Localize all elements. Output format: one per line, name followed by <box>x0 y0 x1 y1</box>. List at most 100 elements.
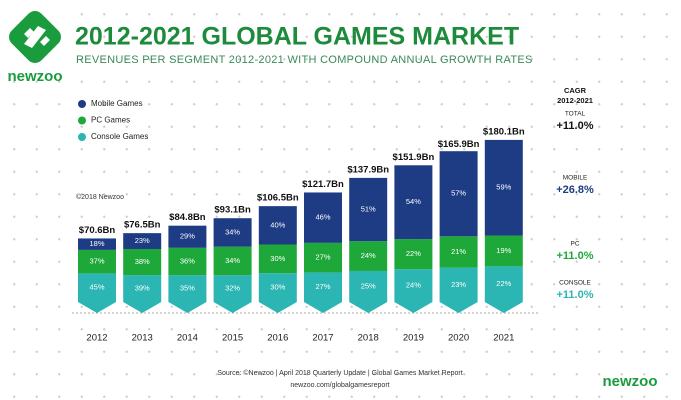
bar-segment <box>439 151 478 237</box>
bar-segment <box>168 247 207 276</box>
segment-label: 19% <box>496 246 511 255</box>
bar-tip <box>258 302 297 313</box>
total-label: $93.1Bn <box>214 205 251 216</box>
total-label: $84.8Bn <box>169 212 206 223</box>
bar-tip <box>123 302 162 313</box>
bar-segment <box>78 238 116 250</box>
total-label: $106.5Bn <box>257 193 299 204</box>
cagr-label: TOTAL <box>565 111 586 118</box>
segment-label: 30% <box>270 254 285 263</box>
segment-label: 18% <box>89 239 104 248</box>
segment-label: 54% <box>406 197 421 206</box>
x-tick-label: 2014 <box>177 333 198 344</box>
copyright: ©2018 Newzoo <box>76 193 124 201</box>
bar-segment <box>394 269 433 302</box>
legend-label: Console Games <box>91 132 148 141</box>
legend-swatch <box>78 116 86 125</box>
segment-label: 30% <box>270 283 285 292</box>
segment-label: 27% <box>315 282 330 291</box>
bar-segment <box>304 242 342 273</box>
bar-segment <box>258 273 297 302</box>
bar-tip <box>394 302 433 313</box>
bar-segment <box>439 236 478 268</box>
cagr-value: +11.0% <box>556 120 593 132</box>
cagr-period: 2012-2021 <box>557 96 593 105</box>
segment-label: 25% <box>361 281 376 290</box>
bar-segment <box>484 235 523 267</box>
bar-segment <box>349 241 388 271</box>
logo-text: newzoo <box>603 373 658 390</box>
bar-segment <box>123 233 162 249</box>
bar-segment <box>439 267 478 302</box>
bar-tip <box>304 302 342 313</box>
segment-label: 27% <box>315 253 330 262</box>
cagr-label: CONSOLE <box>559 280 591 287</box>
segment-label: 29% <box>180 232 195 241</box>
total-label: $70.6Bn <box>79 225 116 236</box>
bar-segment <box>213 275 252 302</box>
logo-icon <box>9 11 61 63</box>
x-tick-label: 2016 <box>267 333 288 344</box>
segment-label: 38% <box>135 257 150 266</box>
segment-label: 37% <box>89 257 104 266</box>
bar-segment <box>213 218 252 247</box>
segment-label: 59% <box>496 183 511 192</box>
legend-swatch <box>78 133 86 141</box>
x-tick-label: 2013 <box>132 333 153 344</box>
legend-label: PC Games <box>91 116 130 125</box>
cagr-value: +11.0% <box>556 289 593 301</box>
segment-label: 45% <box>89 283 104 292</box>
source-url: newzoo.com/globalgamesreport <box>290 382 389 389</box>
bar-segment <box>258 206 297 245</box>
bar-tip <box>439 302 478 313</box>
segment-label: 40% <box>270 220 285 229</box>
segment-label: 23% <box>451 280 466 289</box>
x-tick-label: 2015 <box>222 333 243 344</box>
x-tick-label: 2019 <box>403 333 424 344</box>
segment-label: 39% <box>135 284 150 293</box>
bar-tip <box>484 302 523 313</box>
segment-label: 21% <box>451 247 466 256</box>
bar-tip <box>168 302 207 313</box>
bar-segment <box>349 270 388 302</box>
bar-segment <box>304 272 342 302</box>
total-label: $151.9Bn <box>393 152 435 163</box>
x-tick-label: 2017 <box>312 333 333 344</box>
bar-segment <box>123 248 162 276</box>
segment-label: 34% <box>225 256 240 265</box>
bar-tip <box>213 302 252 313</box>
total-label: $137.9Bn <box>347 164 389 175</box>
total-label: $121.7Bn <box>302 179 344 190</box>
bar-segment <box>304 192 342 243</box>
chart-subtitle: REVENUES PER SEGMENT 2012-2021 WITH COMP… <box>76 54 533 66</box>
segment-label: 24% <box>361 251 376 260</box>
segment-label: 23% <box>135 236 150 245</box>
bar-segment <box>258 244 297 274</box>
x-tick-label: 2021 <box>493 333 514 344</box>
cagr-label: PC <box>570 241 579 248</box>
source: Source: ©Newzoo | April 2018 Quarterly U… <box>217 369 462 377</box>
segment-label: 57% <box>451 189 466 198</box>
segment-label: 22% <box>496 279 511 288</box>
cagr-title: CAGR <box>564 86 587 95</box>
total-label: $180.1Bn <box>483 126 525 137</box>
x-tick-label: 2012 <box>86 333 107 344</box>
bar-segment <box>484 266 523 302</box>
segment-label: 22% <box>406 249 421 258</box>
cagr-value: +11.0% <box>556 250 593 262</box>
segment-label: 35% <box>180 284 195 293</box>
bar-segment <box>168 225 207 248</box>
cagr-label: MOBILE <box>563 175 588 182</box>
chart-title: 2012-2021 GLOBAL GAMES MARKET <box>75 23 519 51</box>
bar-segment <box>168 275 207 302</box>
segment-label: 51% <box>361 205 376 214</box>
bar-tip <box>349 302 388 313</box>
bar-segment <box>78 249 116 274</box>
bar-segment <box>213 246 252 276</box>
segment-label: 24% <box>406 281 421 290</box>
bar-segment <box>78 273 116 302</box>
segment-label: 36% <box>180 257 195 266</box>
legend-label: Mobile Games <box>91 99 143 108</box>
